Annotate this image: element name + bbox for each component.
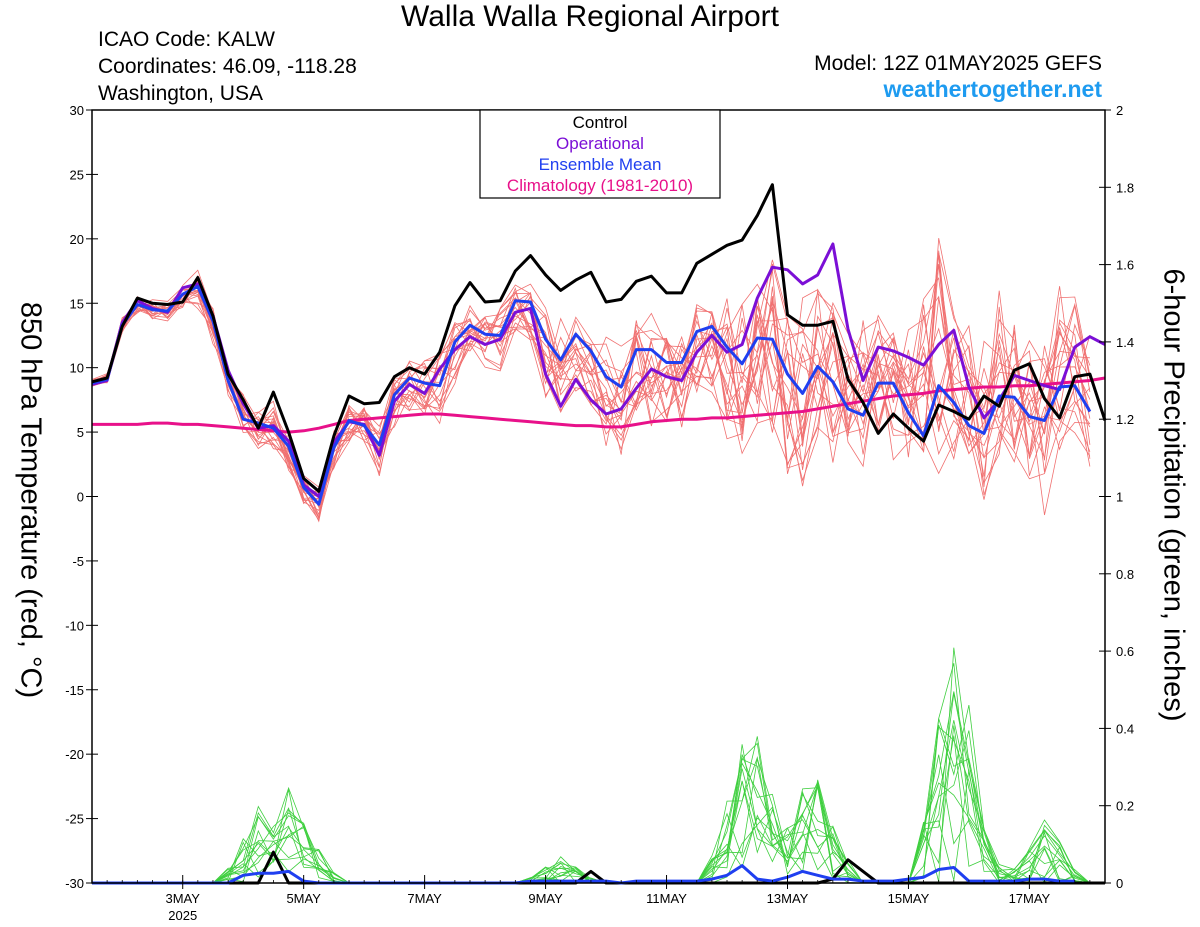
- y-left-tick-label: -25: [65, 812, 84, 827]
- y-left-tick-label: 15: [70, 296, 84, 311]
- legend-item-climatology-1981-2010: Climatology (1981-2010): [507, 176, 693, 195]
- legend-box: [479, 109, 721, 199]
- x-tick-label: 13MAY: [767, 891, 809, 906]
- precip-member-line-14: [92, 691, 1105, 884]
- y-left-tick-label: -5: [72, 554, 84, 569]
- precip-member-line-10: [92, 735, 1105, 884]
- legend-item-operational: Operational: [556, 134, 644, 153]
- y-left-tick-label: 25: [70, 167, 84, 182]
- temp-member-line-13: [91, 254, 1091, 520]
- x-tick-label: 5MAY: [286, 891, 321, 906]
- y-right-tick-label: 1.8: [1116, 180, 1134, 195]
- location: Washington, USA: [98, 82, 263, 105]
- y-right-tick-label: 0.8: [1116, 567, 1134, 582]
- x-tick-label: 15MAY: [888, 891, 930, 906]
- y-right-tick-label: 1: [1116, 490, 1123, 505]
- coordinates: Coordinates: 46.09, -118.28: [98, 55, 357, 78]
- y-left-tick-label: -30: [65, 876, 84, 891]
- y-right-tick-label: 0: [1116, 876, 1123, 891]
- y-left-tick-label: 20: [70, 232, 84, 247]
- model-run: Model: 12Z 01MAY2025 GEFS: [814, 52, 1102, 75]
- credit-link[interactable]: weathertogether.net: [883, 76, 1102, 102]
- y-left-tick-label: 0: [77, 490, 84, 505]
- temp-member-line-3: [91, 269, 1091, 498]
- chart-title: Walla Walla Regional Airport: [401, 0, 779, 33]
- temp-member-line-5: [91, 264, 1091, 504]
- y-left-tick-label: -20: [65, 747, 84, 762]
- y-right-tick-label: 0.6: [1116, 644, 1134, 659]
- y-right-tick-label: 2: [1116, 103, 1123, 118]
- y-left-tick-label: -15: [65, 683, 84, 698]
- x-tick-label: 3MAY: [165, 891, 200, 906]
- temp-series-control: [91, 183, 1107, 493]
- y-right-tick-label: 0.4: [1116, 721, 1134, 736]
- precip-member-line-3: [92, 647, 1105, 884]
- temp-series-operational: [91, 242, 1106, 498]
- temp-member-line-8: [91, 290, 1090, 504]
- x-tick-sublabel: 2025: [168, 908, 197, 923]
- precip-series-ensemble-mean: [92, 864, 1075, 885]
- legend-item-ensemble-mean: Ensemble Mean: [539, 155, 662, 174]
- y-right-tick-label: 1.6: [1116, 258, 1134, 273]
- x-tick-label: 17MAY: [1009, 891, 1051, 906]
- temp-member-line-4: [91, 287, 1091, 492]
- legend: Control Operational Ensemble Mean Climatolo…: [479, 109, 721, 199]
- x-tick-label: 7MAY: [407, 891, 442, 906]
- temp-member-line-15: [91, 250, 1091, 499]
- y-right-tick-label: 1.2: [1116, 412, 1134, 427]
- legend-item-control: Control: [573, 113, 628, 132]
- y-left-tick-label: 30: [70, 103, 84, 118]
- precip-member-line-12: [92, 693, 1105, 884]
- temp-member-line-11: [91, 287, 1091, 521]
- y-right-tick-label: 0.2: [1116, 799, 1134, 814]
- y-left-tick-label: 5: [77, 425, 84, 440]
- temp-member-line-10: [91, 259, 1091, 505]
- y-left-tick-label: 10: [70, 361, 84, 376]
- y-left-tick-label: -10: [65, 618, 84, 633]
- plot-frame: [91, 109, 1106, 884]
- icao-code: ICAO Code: KALW: [98, 28, 276, 51]
- x-tick-label: 11MAY: [646, 891, 687, 906]
- x-tick-label: 9MAY: [528, 891, 563, 906]
- y-right-tick-label: 1.4: [1116, 335, 1134, 350]
- temp-series-ensemble-mean: [91, 285, 1092, 506]
